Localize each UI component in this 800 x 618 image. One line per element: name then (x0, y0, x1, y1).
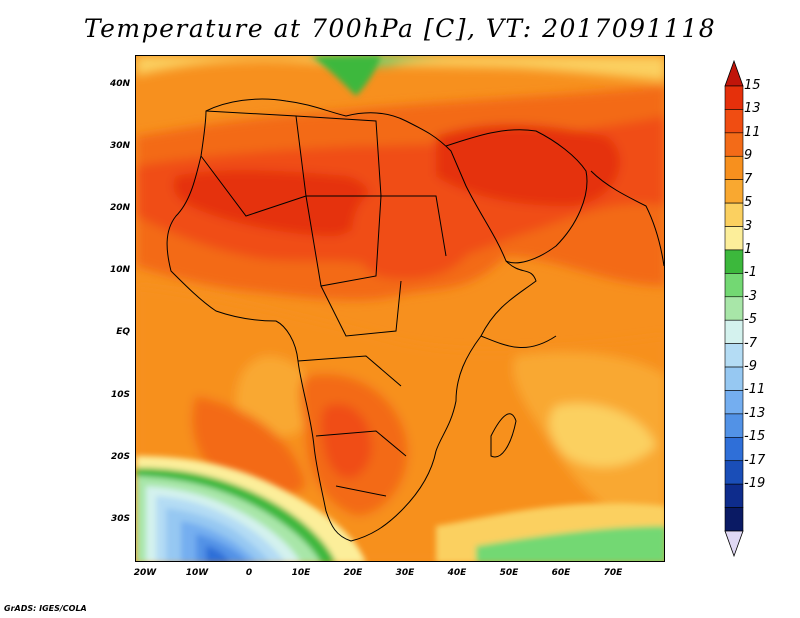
colorbar-segment (724, 319, 744, 344)
colorbar-segment (724, 483, 744, 508)
colorbar-label: 11 (744, 124, 761, 140)
lon-label-0: 0 (245, 568, 253, 578)
colorbar-label: 9 (744, 148, 753, 164)
colorbar-top-arrow (724, 60, 744, 87)
colorbar-label: 5 (744, 195, 753, 211)
temperature-map (135, 55, 665, 562)
country-borders (166, 98, 664, 542)
map-canvas (136, 56, 664, 561)
lon-label-10e: 10E (291, 568, 311, 578)
colorbar-segment (724, 249, 744, 274)
colorbar-label: -9 (744, 359, 757, 375)
lat-label-20s: 20S (110, 452, 130, 462)
colorbar-segment (724, 507, 744, 532)
chart-title: Temperature at 700hPa [C], VT: 201709111… (83, 14, 717, 43)
colorbar-label: 7 (744, 171, 753, 187)
lon-label-40e: 40E (447, 568, 467, 578)
colorbar (724, 60, 744, 558)
colorbar-segment (724, 273, 744, 298)
colorbar-bottom-arrow (724, 530, 744, 558)
lon-label-20w: 20W (133, 568, 157, 578)
colorbar-label: -5 (744, 312, 757, 328)
colorbar-label: -11 (744, 382, 766, 398)
colorbar-label: -17 (744, 452, 766, 468)
lon-label-30e: 30E (395, 568, 415, 578)
colorbar-label: 15 (744, 78, 761, 93)
lon-label-60e: 60E (551, 568, 571, 578)
footer-credit: GrADS: IGES/COLA (4, 604, 87, 613)
lon-label-50e: 50E (499, 568, 519, 578)
colorbar-segment (724, 343, 744, 368)
colorbar-segment (724, 296, 744, 321)
colorbar-label: -7 (744, 335, 757, 351)
colorbar-label: -1 (744, 265, 757, 281)
lon-label-70e: 70E (603, 568, 623, 578)
colorbar-segment (724, 155, 744, 180)
cold-region (136, 56, 664, 561)
colorbar-segment (724, 179, 744, 204)
colorbar-segment (724, 109, 744, 134)
colorbar-label: -3 (744, 288, 757, 304)
colorbar-segment (724, 366, 744, 391)
lat-label-eq: EQ (116, 327, 130, 337)
lat-label-10s: 10S (110, 390, 130, 400)
colorbar-segment (724, 460, 744, 485)
lat-label-20n: 20N (109, 203, 130, 213)
colorbar-label: -15 (744, 429, 766, 445)
lat-label-40n: 40N (109, 79, 130, 89)
colorbar-segment (724, 85, 744, 110)
colorbar-label: 3 (744, 218, 753, 234)
colorbar-label: -13 (744, 405, 766, 421)
colorbar-label: 1 (744, 241, 753, 257)
colorbar-segment (724, 390, 744, 415)
colorbar-label: 13 (744, 101, 761, 117)
colorbar-segment (724, 413, 744, 438)
colorbar-segment (724, 226, 744, 251)
colorbar-segment (724, 132, 744, 157)
lat-label-30n: 30N (109, 141, 130, 151)
colorbar-segment (724, 202, 744, 227)
lat-label-10n: 10N (109, 265, 130, 275)
colorbar-segments (724, 85, 744, 532)
colorbar-segment (724, 437, 744, 462)
colorbar-label: -19 (744, 476, 766, 492)
lon-label-20e: 20E (343, 568, 363, 578)
lat-label-30s: 30S (110, 514, 130, 524)
lon-label-10w: 10W (185, 568, 209, 578)
